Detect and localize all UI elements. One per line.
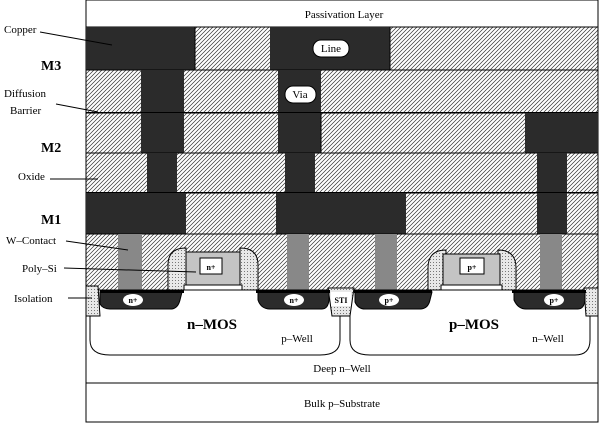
w-contact-3 bbox=[375, 234, 397, 290]
m3-label: M3 bbox=[41, 59, 61, 74]
isolation-left bbox=[85, 285, 101, 317]
deep-n-well-label: Deep n–Well bbox=[313, 363, 370, 375]
n-plus-source-label: n+ bbox=[128, 296, 137, 305]
nmos-label: n–MOS bbox=[187, 317, 237, 333]
via3-layer bbox=[85, 69, 599, 114]
passivation-label: Passivation Layer bbox=[305, 9, 384, 21]
w-contact-4 bbox=[540, 234, 562, 290]
diffusion-barrier-label-line2: Barrier bbox=[10, 105, 41, 117]
w-contact-2 bbox=[287, 234, 309, 290]
diffusion-barrier-label-line1: Diffusion bbox=[4, 88, 46, 100]
isolation-right bbox=[583, 287, 599, 317]
p-plus-source-label: p+ bbox=[384, 296, 393, 305]
line-callout: Line bbox=[321, 43, 341, 55]
w-contact-1 bbox=[118, 234, 142, 290]
copper-label: Copper bbox=[4, 24, 37, 36]
oxide-label: Oxide bbox=[18, 171, 45, 183]
bulk-substrate bbox=[85, 382, 599, 423]
m1-label: M1 bbox=[41, 213, 61, 228]
m3-copper-left bbox=[86, 27, 195, 70]
n-plus-drain-label: n+ bbox=[289, 296, 298, 305]
n-well-boundary bbox=[349, 290, 591, 356]
nmos-gate bbox=[167, 247, 259, 291]
substrate-label: Bulk p–Substrate bbox=[304, 398, 380, 410]
via-callout: Via bbox=[292, 89, 307, 101]
m2-label: M2 bbox=[41, 141, 61, 156]
n-plus-gate-label: n+ bbox=[206, 263, 215, 272]
m2-copper-right bbox=[525, 113, 598, 153]
contact-layer bbox=[85, 233, 599, 291]
line-callout-box bbox=[312, 39, 350, 58]
p-well-label: p–Well bbox=[281, 333, 313, 345]
poly-si-label: Poly–Si bbox=[22, 263, 57, 275]
pmos-label: p–MOS bbox=[449, 317, 499, 333]
sti-label: STI bbox=[335, 296, 348, 305]
p-plus-gate-label: p+ bbox=[467, 263, 476, 272]
via2-oxide-layer bbox=[85, 152, 599, 194]
via-callout-box bbox=[284, 85, 317, 104]
passivation-layer bbox=[85, 0, 599, 28]
m3-layer bbox=[85, 26, 599, 71]
p-well-boundary bbox=[89, 290, 341, 356]
m1-layer bbox=[85, 192, 599, 235]
m2-layer bbox=[85, 112, 599, 154]
p-plus-drain-label: p+ bbox=[549, 296, 558, 305]
w-contact-label: W–Contact bbox=[6, 235, 56, 247]
via3-left bbox=[141, 70, 184, 113]
isolation-label: Isolation bbox=[14, 293, 53, 305]
pmos-gate bbox=[427, 249, 517, 291]
n-well-label: n–Well bbox=[532, 333, 564, 345]
